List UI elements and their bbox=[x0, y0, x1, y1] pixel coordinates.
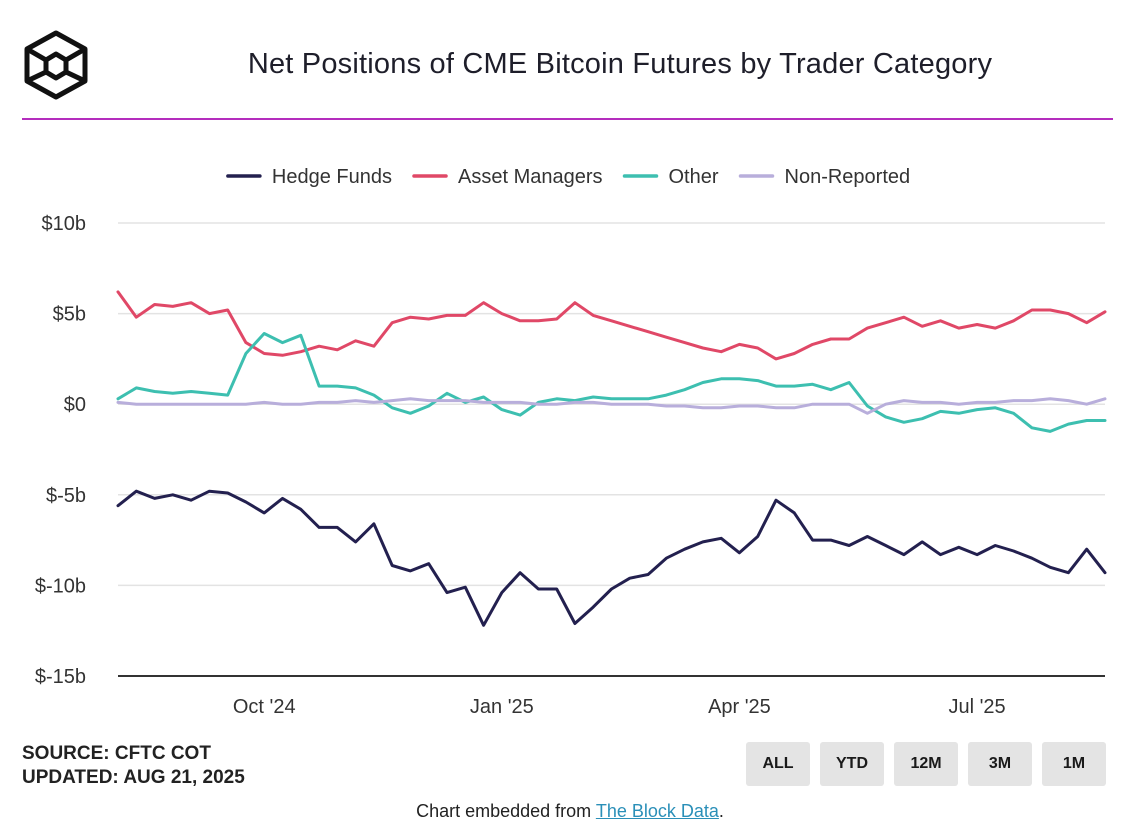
embed-suffix: . bbox=[718, 801, 724, 821]
legend-label: Hedge Funds bbox=[272, 166, 392, 188]
updated-label: UPDATED: AUG 21, 2025 bbox=[22, 767, 245, 788]
chart-series-lines bbox=[116, 290, 1107, 627]
y-tick-label: $0 bbox=[64, 394, 86, 416]
legend-item-other[interactable]: Other bbox=[622, 166, 719, 188]
source-info: SOURCE: CFTC COT UPDATED: AUG 21, 2025 bbox=[22, 742, 245, 790]
range-button-ytd[interactable]: YTD bbox=[820, 742, 884, 786]
source-label: SOURCE: CFTC COT bbox=[22, 743, 211, 764]
chart-title: Net Positions of CME Bitcoin Futures by … bbox=[247, 48, 993, 80]
y-tick-label: $10b bbox=[42, 213, 87, 235]
y-tick-label: $5b bbox=[53, 304, 86, 326]
line-chart: Hedge Funds Asset Managers Other Non-Report… bbox=[35, 166, 1107, 718]
embed-credit: Chart embedded from The Block Data. bbox=[0, 801, 1140, 822]
x-tick-label: Jul '25 bbox=[948, 696, 1005, 718]
series-line-hedge-funds bbox=[116, 489, 1107, 627]
legend-label: Asset Managers bbox=[458, 166, 603, 188]
y-tick-label: $-5b bbox=[46, 485, 86, 507]
range-button-3m[interactable]: 3M bbox=[968, 742, 1032, 786]
chart-gridlines bbox=[118, 222, 1105, 677]
legend-label: Other bbox=[669, 166, 719, 188]
x-axis-ticks: Oct '24 Jan '25 Apr '25 Jul '25 bbox=[233, 696, 1006, 718]
legend-item-non-reported[interactable]: Non-Reported bbox=[738, 166, 911, 188]
x-tick-label: Oct '24 bbox=[233, 696, 296, 718]
range-button-all[interactable]: ALL bbox=[746, 742, 810, 786]
legend-item-hedge-funds[interactable]: Hedge Funds bbox=[226, 166, 392, 188]
the-block-logo-icon bbox=[24, 30, 88, 100]
embed-prefix: Chart embedded from bbox=[416, 801, 596, 821]
series-line-other bbox=[116, 332, 1107, 433]
series-line-asset-managers bbox=[116, 290, 1107, 361]
legend-item-asset-managers[interactable]: Asset Managers bbox=[412, 166, 603, 188]
legend-label: Non-Reported bbox=[785, 166, 911, 188]
chart-legend: Hedge Funds Asset Managers Other Non-Report… bbox=[226, 166, 911, 188]
range-button-1m[interactable]: 1M bbox=[1042, 742, 1106, 786]
y-tick-label: $-10b bbox=[35, 575, 86, 597]
header-divider bbox=[22, 118, 1113, 120]
chart-header: Net Positions of CME Bitcoin Futures by … bbox=[0, 0, 1140, 122]
series-line-non-reported bbox=[116, 397, 1107, 415]
x-tick-label: Jan '25 bbox=[470, 696, 534, 718]
y-tick-label: $-15b bbox=[35, 666, 86, 688]
x-tick-label: Apr '25 bbox=[708, 696, 771, 718]
the-block-data-link[interactable]: The Block Data bbox=[595, 801, 719, 821]
y-axis-ticks: $10b $5b $0 $-5b $-10b $-15b bbox=[35, 213, 86, 688]
range-button-12m[interactable]: 12M bbox=[894, 742, 958, 786]
